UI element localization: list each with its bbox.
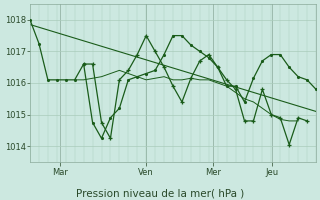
- Text: Pression niveau de la mer( hPa ): Pression niveau de la mer( hPa ): [76, 188, 244, 198]
